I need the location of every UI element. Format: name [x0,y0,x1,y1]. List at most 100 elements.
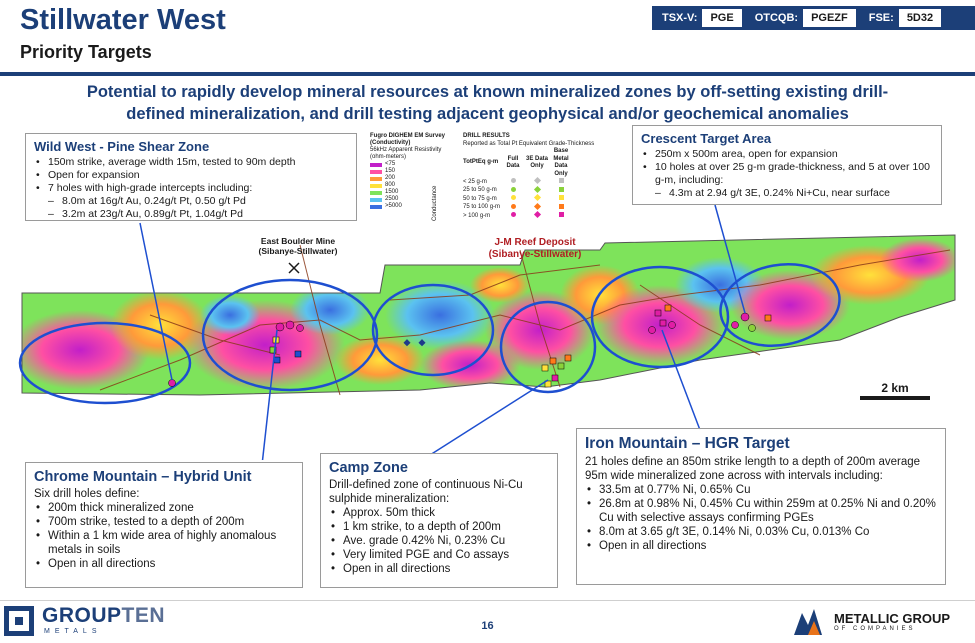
metallic-group-logo: METALLIC GROUP OF COMPANIES [792,605,972,639]
crescent-bullet: 250m x 500m area, open for expansion [641,148,933,161]
drill-hole-marker [648,326,656,334]
footer-divider [0,600,975,601]
chrome-mountain-title: Chrome Mountain – Hybrid Unit [34,469,252,485]
drill-hole-marker [731,321,739,329]
scale-bar: 2 km [860,381,930,400]
mine-icon [288,262,300,274]
group-ten-mark-icon [4,606,34,636]
drill-hole-marker [296,324,304,332]
chrome-mountain-intro: Six drill holes define: [34,488,140,500]
page-title: Stillwater West [20,4,226,36]
drill-hole-marker [764,314,772,322]
drill-hole-marker [418,339,426,347]
drill-hole-marker [748,324,756,332]
drill-hole-marker [541,364,549,372]
drill-hole-marker [564,354,572,362]
target-ellipse-central [371,283,495,377]
crescent-bullet: 10 holes at over 25 g-m grade-thickness,… [641,161,933,187]
chrome-mountain-callout: Chrome Mountain – Hybrid Unit Six drill … [25,462,303,588]
chrome-mountain-bullet: Open in all directions [34,557,294,571]
target-ellipse-iron-mountain [590,265,730,369]
drill-legend-row: 25 to 50 g-m [463,185,623,196]
header-divider [0,72,975,76]
crescent-title: Crescent Target Area [641,131,772,146]
wild-west-sub-bullet: 3.2m at 23g/t Au, 0.89g/t Pt, 1.04g/t Pd [34,208,348,221]
em-legend-row: 150 [370,168,450,175]
drill-hole-marker [294,350,302,358]
chrome-mountain-bullet: 700m strike, tested to a depth of 200m [34,515,294,529]
east-boulder-label: East Boulder Mine (Sibanye-Stillwater) [243,236,353,256]
em-legend-row: >5000 [370,203,450,210]
drill-hole-marker [654,309,662,317]
metallic-group-sub: OF COMPANIES [834,626,916,632]
group-ten-wordmark: GROUPTEN [42,604,166,627]
crescent-sub-bullet: 4.3m at 2.94 g/t 3E, 0.24% Ni+Cu, near s… [641,187,933,200]
headline-line: defined mineralization, and drill testin… [126,105,849,123]
wild-west-bullet: Open for expansion [34,169,348,182]
target-ellipse-wild-west [201,278,379,392]
drill-hole-marker [403,339,411,347]
em-legend-subtitle: 56kHz Apparent Resistivity [370,147,442,153]
ticker-symbol: PGEZF [803,9,856,27]
em-legend-row: 200 [370,175,450,182]
iron-mountain-bullet: 8.0m at 3.65 g/t 3E, 0.14% Ni, 0.03% Cu,… [585,525,937,539]
em-legend-title: Fugro DIGHEM EM Survey [370,133,446,139]
drill-legend-row: 75 to 100 g-m [463,202,623,213]
drill-hole-marker [557,362,565,370]
page-subtitle: Priority Targets [20,42,152,62]
em-legend-row: 800 [370,182,450,189]
ticker-exchange: FSE: [868,12,894,24]
target-ellipse-chrome-mountain [18,321,192,405]
drill-results-legend: DRILL RESULTS Reported as Total Pt Equiv… [463,133,623,221]
target-ellipse-camp-zone [499,300,597,394]
drill-holes [168,304,772,388]
em-legend-subtitle: (ohm-meters) [370,154,407,160]
drill-hole-marker [285,320,295,330]
fault-lines [99,244,951,396]
camp-zone-bullet: Approx. 50m thick [329,506,549,520]
camp-zone-bullet: Open in all directions [329,562,549,576]
drill-legend-row: > 100 g-m [463,210,623,221]
iron-mountain-callout: Iron Mountain – HGR Target 21 holes defi… [576,428,946,585]
callout-lines [139,204,746,460]
drill-legend-title: DRILL RESULTS [463,133,510,139]
em-legend-title: (Conductivity) [370,140,411,146]
chrome-mountain-bullet: 200m thick mineralized zone [34,501,294,515]
iron-mountain-bullet: 26.8m at 0.98% Ni, 0.45% Cu within 259m … [585,497,937,525]
jm-reef-label: J-M Reef Deposit (Sibanye-Stillwater) [470,237,600,261]
iron-mountain-title: Iron Mountain – HGR Target [585,435,790,452]
drill-legend-row: < 25 g-m [463,176,623,187]
survey-boundary [21,234,956,396]
iron-mountain-bullet: Open in all directions [585,539,937,553]
camp-zone-callout: Camp Zone Drill-defined zone of continuo… [320,453,558,588]
camp-zone-intro: Drill-defined zone of continuous Ni-Cu s… [329,479,523,505]
camp-zone-title: Camp Zone [329,460,408,476]
wild-west-bullet: 7 holes with high-grade intercepts inclu… [34,182,348,195]
ticker-exchange: TSX-V: [662,12,698,24]
geophysics-map [18,204,956,460]
ticker-exchange: OTCQB: [754,12,799,24]
drill-legend-header: TotPtEq g-m Full Data 3E Data Only Base … [463,148,569,177]
camp-zone-bullet: Very limited PGE and Co assays [329,548,549,562]
ticker-symbol: PGE [702,9,742,27]
target-ellipse-crescent [719,263,841,347]
headline: Potential to rapidly develop mineral res… [0,81,975,125]
drill-hole-marker [659,319,667,327]
headline-line: Potential to rapidly develop mineral res… [86,83,889,101]
scale-label: 2 km [881,381,909,395]
jm-reef-owner: (Sibanye-Stillwater) [488,249,582,260]
wild-west-bullet: 150m strike, average width 15m, tested t… [34,156,348,169]
scale-bar-line [860,396,930,400]
em-survey-legend: Fugro DIGHEM EM Survey (Conductivity) 56… [370,133,450,221]
drill-hole-marker [668,321,676,329]
drill-hole-marker [549,357,557,365]
em-legend-row: <75 [370,161,450,168]
drill-legend-row: 50 to 75 g-m [463,193,623,204]
drill-hole-marker [168,379,176,387]
target-ellipses [18,263,841,405]
group-ten-sub: METALS [44,628,102,635]
drill-hole-marker [664,304,672,312]
page-number: 16 [481,620,494,632]
drill-hole-marker [740,312,750,322]
drill-legend-subtitle: Reported as Total Pt Equivalent Grade-Th… [463,140,595,147]
